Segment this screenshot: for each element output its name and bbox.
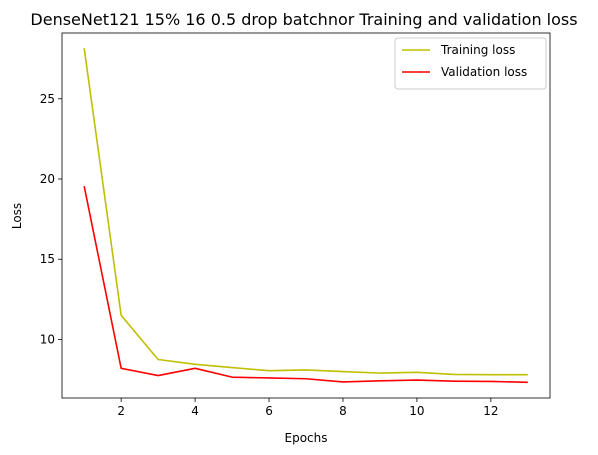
x-axis-label: Epochs: [285, 431, 328, 445]
legend: Training loss Validation loss: [394, 37, 547, 90]
y-axis-ticks: 10 15 20 25: [40, 92, 62, 346]
x-tick-label: 2: [117, 404, 125, 418]
y-tick-label: 25: [40, 92, 55, 106]
chart-title: DenseNet121 15% 16 0.5 drop batchnor Tra…: [30, 10, 577, 29]
x-tick-label: 4: [191, 404, 199, 418]
series-lines: [83, 48, 528, 384]
series-line-1: [83, 186, 528, 384]
y-tick-label: 15: [40, 252, 55, 266]
x-axis-ticks: 2 4 6 8 10 12: [117, 398, 498, 418]
x-tick-label: 8: [339, 404, 347, 418]
y-tick-label: 20: [40, 172, 55, 186]
legend-label-1: Validation loss: [441, 65, 527, 79]
plot-area: [61, 32, 551, 399]
x-tick-label: 10: [409, 404, 424, 418]
y-axis-label: Loss: [10, 203, 24, 229]
x-tick-label: 12: [483, 404, 498, 418]
axes-frame: [61, 32, 551, 399]
x-tick-label: 6: [265, 404, 273, 418]
legend-label-0: Training loss: [440, 43, 515, 57]
legend-box: [394, 37, 547, 90]
y-tick-label: 10: [40, 332, 55, 346]
series-line-0: [83, 48, 528, 376]
